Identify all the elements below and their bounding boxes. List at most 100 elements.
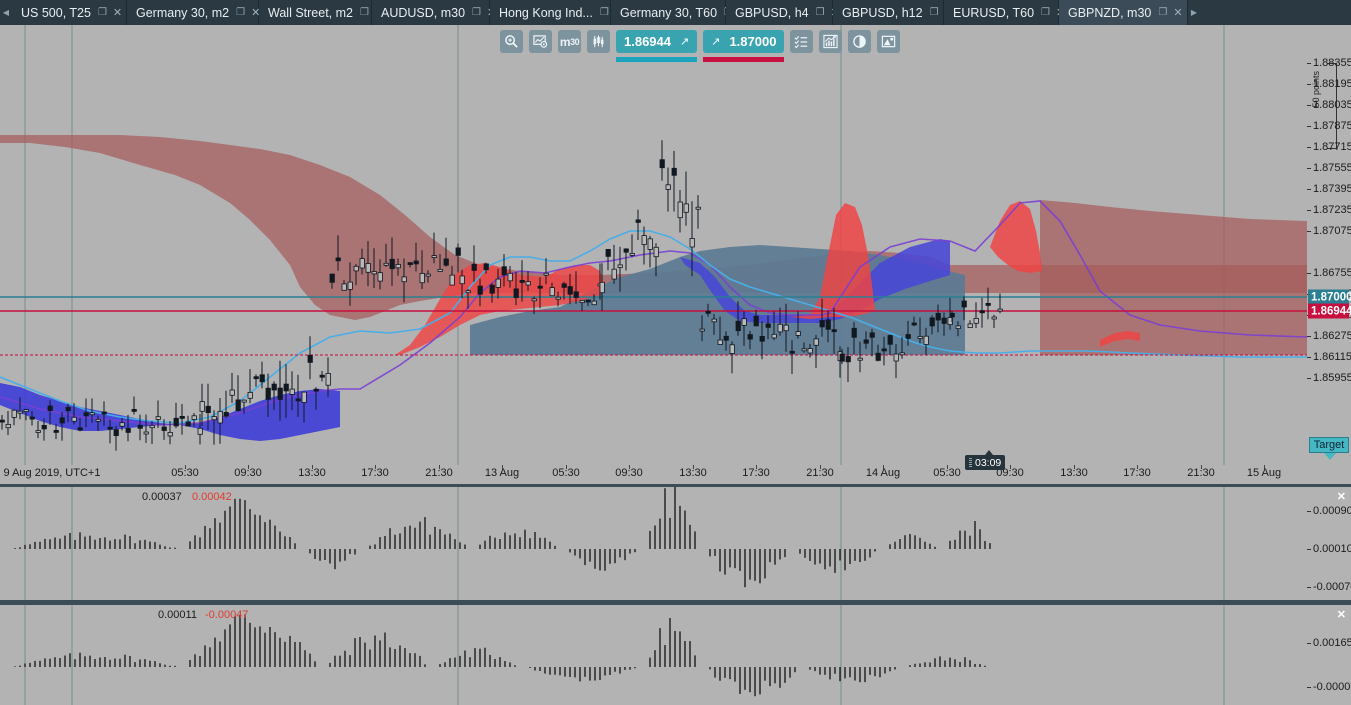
tab-scroll-right-button[interactable]: ▶ bbox=[1190, 8, 1198, 17]
indicator-pane-1-close-icon[interactable]: ✕ bbox=[1336, 491, 1346, 503]
moving-average-line bbox=[0, 230, 1307, 424]
chart-tab-us-500-t25[interactable]: US 500, T25 ❐ ✕ bbox=[12, 0, 127, 25]
pane-separator-1[interactable] bbox=[0, 600, 1351, 605]
ask-underline bbox=[703, 57, 785, 62]
tab-restore-icon[interactable]: ❐ bbox=[1041, 7, 1051, 18]
time-tick-label: 13:30 bbox=[1060, 467, 1088, 479]
tab-restore-icon[interactable]: ❐ bbox=[97, 7, 107, 18]
cloud-band-bullish-left bbox=[0, 383, 340, 441]
tab-label: Germany 30, T60 bbox=[620, 5, 718, 20]
time-tick-mark bbox=[947, 465, 948, 469]
target-badge[interactable]: Target bbox=[1309, 437, 1349, 453]
tab-close-icon[interactable]: ✕ bbox=[112, 7, 123, 19]
price-tick-label: 1.86275 bbox=[1313, 330, 1351, 342]
price-tick-mark bbox=[1307, 84, 1311, 85]
tab-restore-icon[interactable]: ❐ bbox=[815, 7, 825, 18]
indicator-tick-label: 0.00090 bbox=[1313, 505, 1351, 517]
scale-bracket bbox=[1327, 63, 1337, 149]
tab-close-icon[interactable]: ✕ bbox=[1173, 7, 1183, 19]
tab-label: Hong Kong Ind... bbox=[499, 5, 593, 20]
zoom-icon[interactable] bbox=[500, 30, 523, 53]
price-chart[interactable] bbox=[0, 25, 1307, 465]
time-tick-mark bbox=[1137, 465, 1138, 469]
time-tick-label: 17:30 bbox=[1123, 467, 1151, 479]
bid-price-axis-badge[interactable]: 1.86944 bbox=[1308, 303, 1351, 319]
indicator-tick-mark bbox=[1307, 549, 1311, 550]
chart-tab-germany-30-t60[interactable]: Germany 30, T60❐✕ bbox=[611, 0, 748, 25]
price-tick-label: 1.88195 bbox=[1313, 78, 1351, 90]
bar-countdown-badge[interactable]: 03:09 bbox=[965, 455, 1006, 470]
time-tick-mark bbox=[1010, 465, 1011, 469]
indicator-tick-mark bbox=[1307, 511, 1311, 512]
price-tick-mark bbox=[1307, 126, 1311, 127]
snapshot-icon[interactable] bbox=[877, 30, 901, 53]
chart-tab-germany-30-m2[interactable]: Germany 30, m2 ❐ ✕ bbox=[127, 0, 261, 25]
candlestick-icon[interactable] bbox=[587, 30, 610, 53]
indicator-tick-label: 0.00165 bbox=[1313, 637, 1351, 649]
tab-restore-icon[interactable]: ❐ bbox=[359, 7, 369, 18]
ask-price-button[interactable]: ↗ 1.87000 bbox=[703, 30, 785, 62]
indicators-icon[interactable] bbox=[819, 30, 843, 53]
chart-tab-audusd-m30[interactable]: AUDUSD, m30❐✕ bbox=[372, 0, 496, 25]
time-tick-mark bbox=[439, 465, 440, 469]
time-tick-label: 15 Aug bbox=[1246, 467, 1282, 479]
indicator-pane-2-close-icon[interactable]: ✕ bbox=[1336, 609, 1346, 621]
indicator-tick-label: -0.00005 bbox=[1313, 681, 1351, 693]
time-tick-label: 05:30 bbox=[171, 467, 199, 479]
time-tick-mark bbox=[502, 465, 503, 469]
time-tick-mark bbox=[883, 465, 884, 469]
time-tick-label: 17:30 bbox=[361, 467, 389, 479]
ask-price-axis-badge[interactable]: 1.87000 bbox=[1308, 289, 1351, 305]
tab-restore-icon[interactable]: ❐ bbox=[1158, 7, 1168, 18]
indicator-pane-2[interactable]: 0.00011 -0.00047 bbox=[0, 605, 1307, 705]
time-tick-label: 05:30 bbox=[933, 467, 961, 479]
chart-toolbar: m 30 1.86944 ↗ ↗ 1.87000 bbox=[500, 30, 901, 62]
time-tick-label: 13:30 bbox=[298, 467, 326, 479]
time-tick-label: 05:30 bbox=[552, 467, 580, 479]
contrast-icon[interactable] bbox=[848, 30, 872, 53]
price-tick-mark bbox=[1307, 189, 1311, 190]
tab-restore-icon[interactable]: ❐ bbox=[236, 7, 246, 18]
chart-tab-gbpnzd-m30[interactable]: GBPNZD, m30 ❐ ✕ bbox=[1059, 0, 1188, 25]
chart-tab-hong-kong-ind[interactable]: Hong Kong Ind...❐✕ bbox=[490, 0, 624, 25]
time-tick-label: 21:30 bbox=[425, 467, 453, 479]
price-axis[interactable]: 50 points 1.88355 1.88195 1.88035 1.87875 1.… bbox=[1307, 25, 1351, 465]
tab-label: GBPUSD, h12 bbox=[842, 5, 923, 20]
bid-price-button[interactable]: 1.86944 ↗ bbox=[616, 30, 698, 62]
checklist-icon[interactable] bbox=[790, 30, 814, 53]
chart-tab-eurusd-t60[interactable]: EURUSD, T60❐✕ bbox=[944, 0, 1065, 25]
indicator-pane-1-canvas bbox=[14, 487, 1225, 600]
price-tick-label: 1.87555 bbox=[1313, 162, 1351, 174]
cloud-band-bearish-left bbox=[0, 135, 1307, 320]
chart-tab-gbpusd-h4[interactable]: GBPUSD, h4❐✕ bbox=[726, 0, 840, 25]
tab-label: Germany 30, m2 bbox=[136, 5, 230, 20]
countdown-pointer-icon bbox=[985, 450, 993, 455]
chart-settings-icon[interactable] bbox=[529, 30, 552, 53]
chart-tab-gbpusd-h12[interactable]: GBPUSD, h12❐✕ bbox=[833, 0, 954, 25]
tab-restore-icon[interactable]: ❐ bbox=[929, 7, 939, 18]
indicator-pane-1-value-primary: 0.00037 bbox=[142, 491, 182, 503]
price-tick-label: 1.87075 bbox=[1313, 225, 1351, 237]
chart-tab-wall-street-m2[interactable]: Wall Street, m2❐✕ bbox=[259, 0, 384, 25]
tab-restore-icon[interactable]: ❐ bbox=[472, 7, 482, 18]
time-tick-mark bbox=[820, 465, 821, 469]
indicator-pane-1[interactable]: 0.00037 0.00042 bbox=[0, 487, 1307, 600]
tab-scroll-left-button[interactable]: ◀ bbox=[2, 8, 10, 17]
price-tick-mark bbox=[1307, 168, 1311, 169]
price-tick-mark bbox=[1307, 105, 1311, 106]
cloud-band-small-right bbox=[1100, 331, 1140, 347]
time-tick-label: 13 Aug bbox=[484, 467, 520, 479]
tab-close-icon[interactable]: ✕ bbox=[251, 7, 261, 19]
bid-price-value: 1.86944 bbox=[624, 34, 671, 49]
price-tick-label: 1.87395 bbox=[1313, 183, 1351, 195]
time-tick-mark bbox=[756, 465, 757, 469]
time-tick-mark bbox=[312, 465, 313, 469]
timeframe-button[interactable]: m 30 bbox=[558, 30, 581, 53]
indicator-pane-2-axis[interactable]: ✕ 0.00165 -0.00005 bbox=[1307, 605, 1351, 705]
time-axis[interactable]: 9 Aug 2019, UTC+1 05:30 09:30 13:30 17:30 21:… bbox=[0, 465, 1351, 485]
tab-restore-icon[interactable]: ❐ bbox=[599, 7, 609, 18]
timeframe-label: m bbox=[559, 34, 571, 49]
cloud-band-bullish-mid bbox=[680, 239, 950, 323]
